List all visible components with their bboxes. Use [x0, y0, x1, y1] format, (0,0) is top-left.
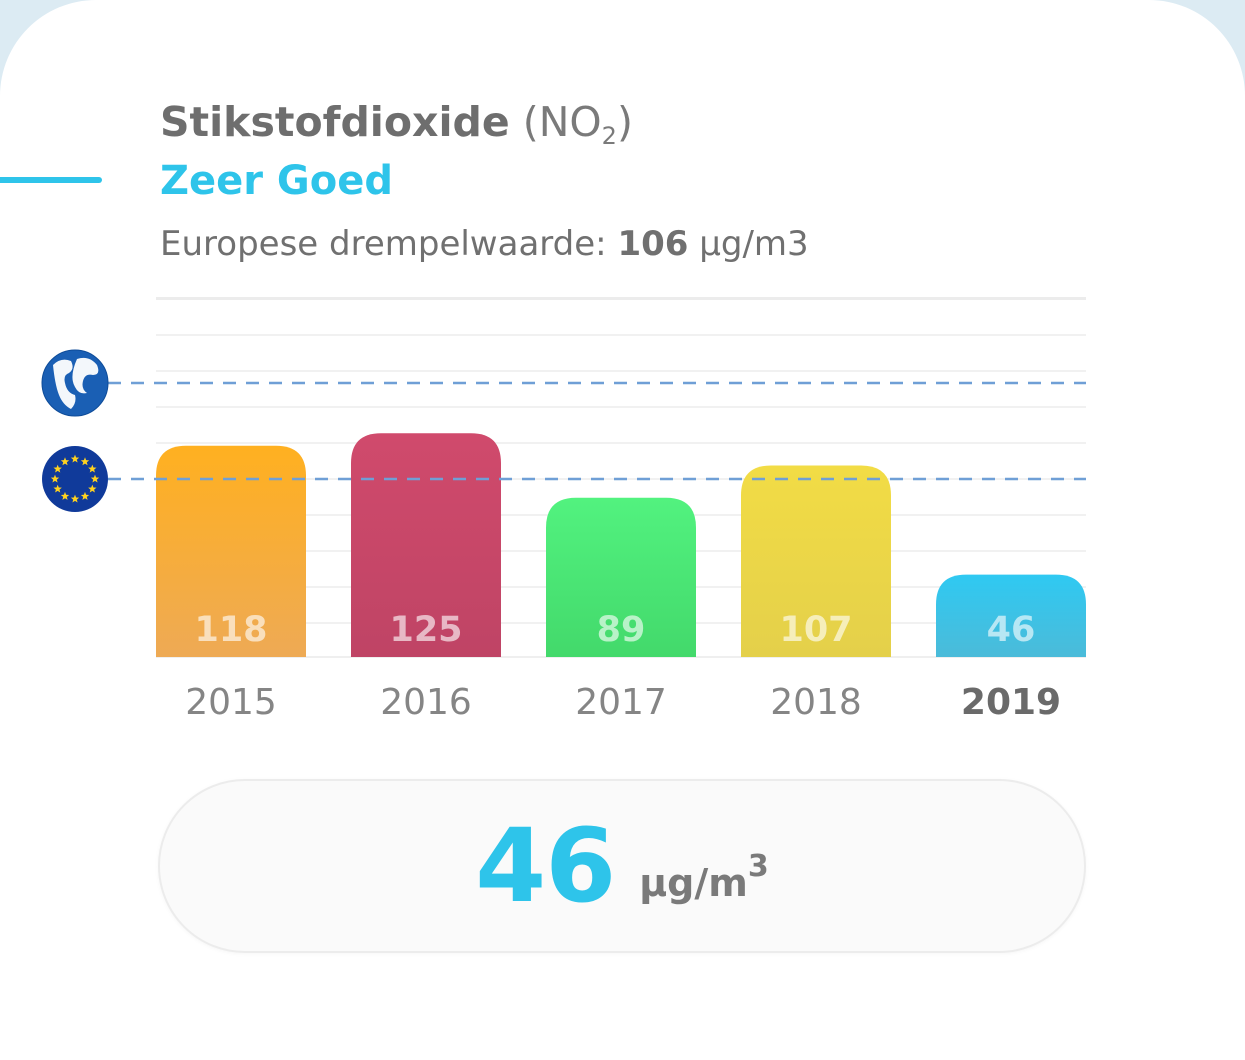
- chart-labels: 118 2015 125 2016 89 2017 107 2018 46 2019: [185, 610, 1061, 723]
- bar-2019: [936, 574, 1086, 657]
- category-label: 2017: [575, 682, 667, 723]
- bar-2018: [741, 465, 891, 657]
- pollutant-formula: (NO2): [522, 98, 633, 150]
- bar-2017: [546, 497, 696, 657]
- bar-value-label: 89: [597, 610, 646, 650]
- globe-icon: [41, 349, 109, 417]
- chart-bars: [156, 433, 1086, 657]
- bar-value-label: 118: [194, 610, 267, 650]
- threshold-value: 106: [617, 224, 689, 264]
- bar-value-label: 46: [987, 610, 1036, 650]
- bar-value-label: 107: [779, 610, 852, 650]
- accent-line: [0, 177, 102, 183]
- pollutant-title: Stikstofdioxide (NO2): [160, 98, 633, 150]
- chart-top-rule: [156, 297, 1086, 300]
- bar-2015: [156, 445, 306, 657]
- category-label: 2019: [961, 682, 1061, 723]
- eu-threshold: Europese drempelwaarde: 106 µg/m3: [160, 224, 809, 264]
- category-label: 2018: [770, 682, 862, 723]
- bar-2016: [351, 433, 501, 657]
- current-value-pill: 46 µg/m3: [158, 779, 1086, 953]
- bar-chart: 118 2015 125 2016 89 2017 107 2018 46 2019: [41, 334, 1086, 723]
- threshold-unit: µg/m3: [699, 224, 809, 264]
- eu-flag-icon: [42, 446, 108, 512]
- current-value: 46: [475, 806, 616, 926]
- reference-lines: [41, 349, 1086, 512]
- current-unit: µg/m3: [639, 849, 769, 905]
- pollutant-name: Stikstofdioxide: [160, 98, 510, 146]
- threshold-label: Europese drempelwaarde:: [160, 224, 607, 264]
- category-label: 2016: [380, 682, 472, 723]
- category-label: 2015: [185, 682, 277, 723]
- quality-status: Zeer Goed: [160, 158, 393, 204]
- bar-value-label: 125: [389, 610, 462, 650]
